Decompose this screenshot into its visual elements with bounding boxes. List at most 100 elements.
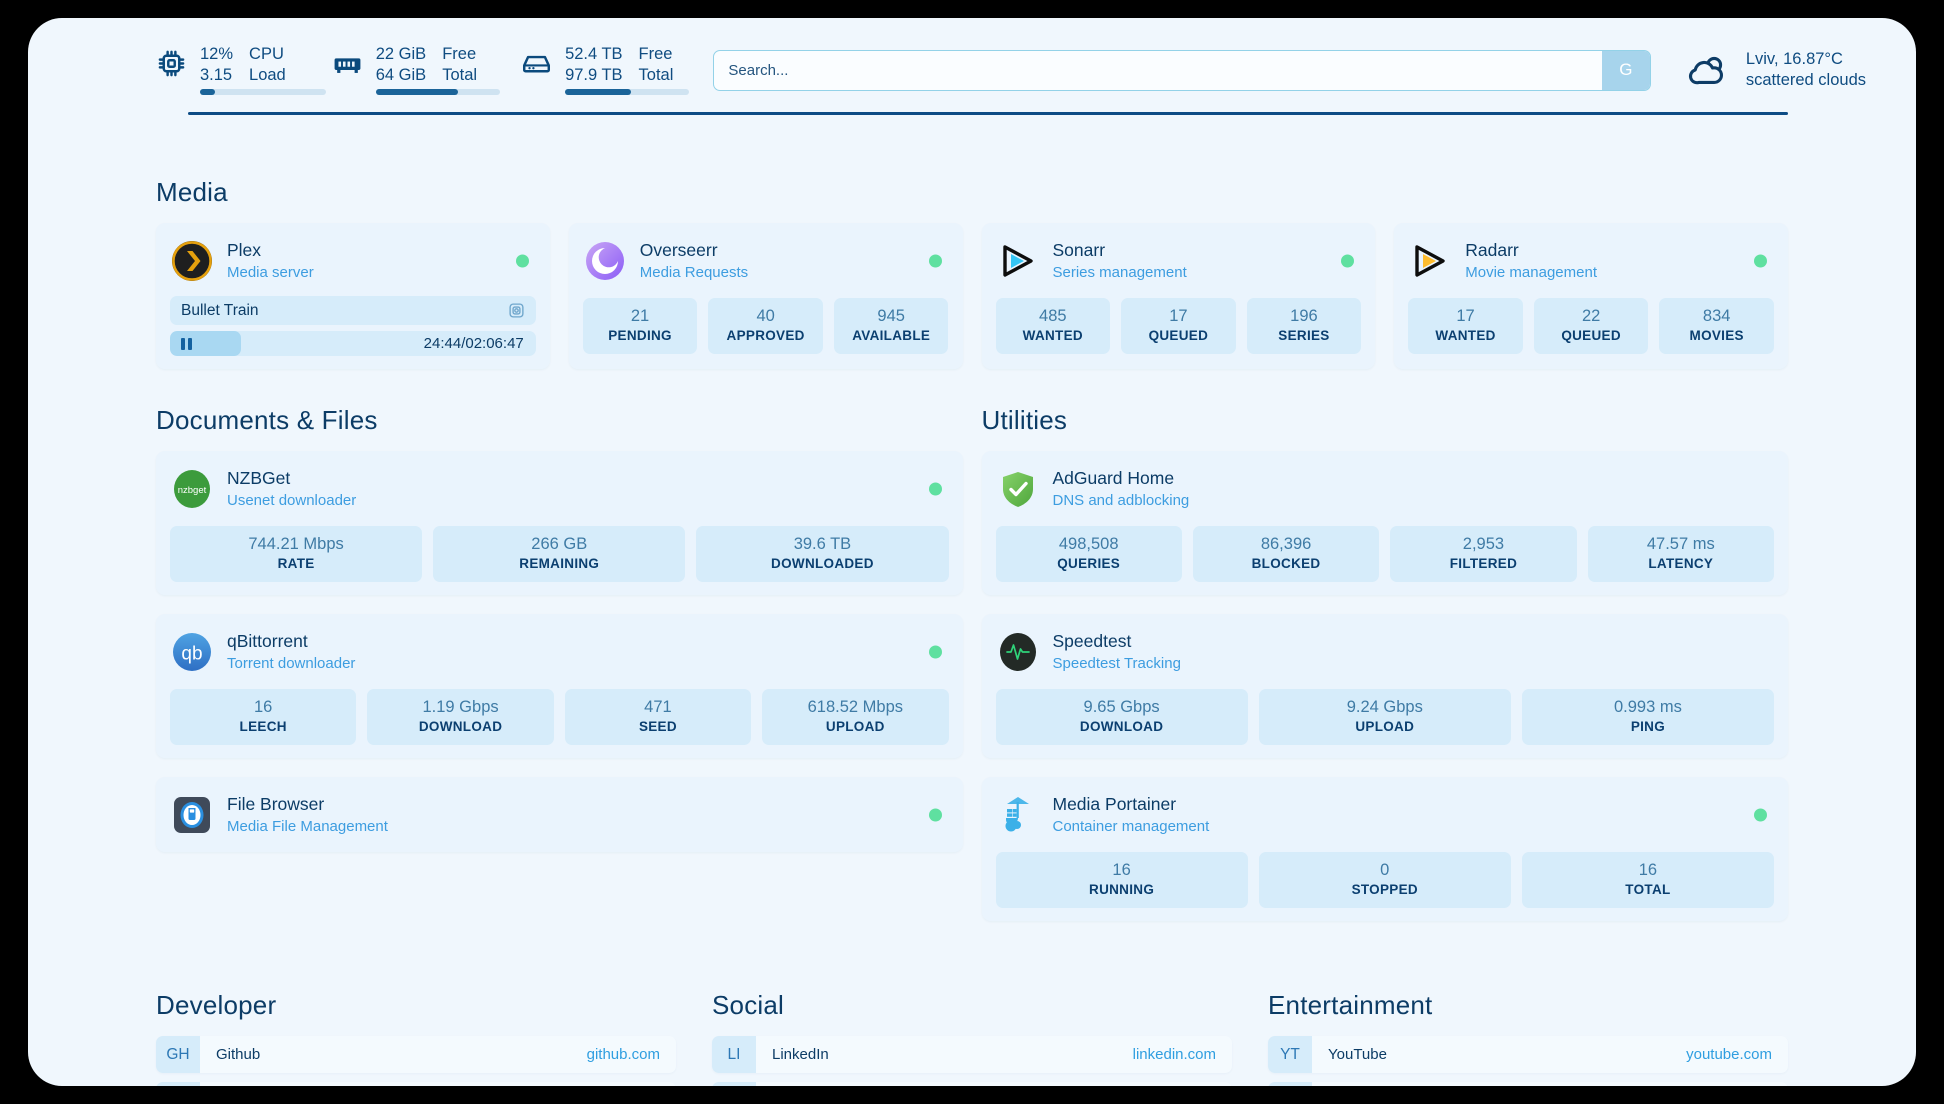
weather-widget: Lviv, 16.87°C scattered clouds xyxy=(1687,50,1876,90)
stat-box: 834 MOVIES xyxy=(1659,298,1774,354)
stat-value: 21 xyxy=(630,307,650,325)
stat-caption: STOPPED xyxy=(1351,882,1418,897)
stat-value: 9.65 Gbps xyxy=(1083,698,1160,716)
now-playing-title: Bullet Train xyxy=(181,301,259,319)
svg-text:nzbget: nzbget xyxy=(178,485,207,496)
stat-value: 2,953 xyxy=(1462,535,1505,553)
stat-box: 47.57 ms LATENCY xyxy=(1587,526,1774,582)
stat-value: 16 xyxy=(254,698,273,716)
now-playing-elapsed: 24:44 xyxy=(423,335,462,352)
service-card-speedtest[interactable]: Speedtest Speedtest Tracking 9.65 Gbps D… xyxy=(981,614,1788,758)
bookmark-abbr: SO xyxy=(156,1082,200,1086)
stat-box: 0 STOPPED xyxy=(1258,852,1511,908)
status-badge xyxy=(515,254,529,268)
service-subtitle: DNS and adblocking xyxy=(1052,492,1190,509)
status-badge xyxy=(928,482,942,496)
stat-box: 86,396 BLOCKED xyxy=(1192,526,1380,582)
media-section: Media Plex Media server xyxy=(28,177,1916,369)
bookmark-item[interactable]: SO StackOverflow stackoverflow.com xyxy=(156,1082,676,1086)
service-card-plex[interactable]: Plex Media server Bullet Train xyxy=(156,223,550,369)
bookmark-item[interactable]: GH Github github.com xyxy=(156,1036,676,1073)
bookmark-name: YouTube xyxy=(1328,1046,1387,1063)
bookmark-abbr: LI xyxy=(712,1036,756,1073)
bookmark-group-title: Developer xyxy=(156,990,277,1020)
stat-caption: LEECH xyxy=(239,719,287,734)
stat-value: 744.21 Mbps xyxy=(248,535,344,553)
service-card-radarr[interactable]: Radarr Movie management 17 WANTED 22 QUE… xyxy=(1394,223,1788,369)
stat-value: 945 xyxy=(877,307,905,325)
service-card-sonarr[interactable]: Sonarr Series management 485 WANTED 17 Q… xyxy=(981,223,1376,369)
bookmarks-section: Developer GH Github github.com SO StackO… xyxy=(28,990,1916,1086)
utilities-section-title: Utilities xyxy=(981,405,1068,435)
service-card-adguard-home[interactable]: AdGuard Home DNS and adblocking 498,508 … xyxy=(981,451,1788,595)
stat-box: 2,953 FILTERED xyxy=(1390,526,1577,582)
status-badge xyxy=(928,808,942,822)
ram-icon xyxy=(332,48,363,79)
search-submit-button[interactable]: G xyxy=(1601,50,1650,90)
service-name: NZBGet xyxy=(227,468,291,488)
sonarr-icon xyxy=(998,241,1038,281)
stat-caption: DOWNLOAD xyxy=(1079,719,1164,734)
service-name: Speedtest xyxy=(1052,631,1132,651)
stat-box: 16 LEECH xyxy=(170,689,357,745)
service-card-qbittorrent[interactable]: qb qBittorrent Torrent downloader 16 LEE… xyxy=(156,614,963,758)
radarr-icon xyxy=(1410,241,1450,281)
cpu-usage-bar xyxy=(200,88,326,95)
bookmark-name: Twitter xyxy=(756,1082,1144,1086)
service-subtitle: Media server xyxy=(227,264,314,281)
qbittorrent-icon: qb xyxy=(172,632,212,672)
cpu-usage-fill xyxy=(200,88,216,95)
bookmark-item[interactable]: LI LinkedIn linkedin.com xyxy=(712,1036,1232,1073)
bookmark-abbr: NF xyxy=(1268,1082,1312,1086)
search-input[interactable] xyxy=(714,50,1602,90)
disk-stat-group: 52.4 TB 97.9 TB Free Total xyxy=(521,44,690,97)
stat-caption: AVAILABLE xyxy=(852,328,931,343)
bookmark-url: github.com xyxy=(586,1046,660,1063)
service-subtitle: Series management xyxy=(1052,264,1187,281)
service-card-file-browser[interactable]: File Browser Media File Management xyxy=(156,777,963,852)
service-name: Radarr xyxy=(1465,240,1519,260)
weather-location-temp: Lviv, 16.87°C xyxy=(1745,50,1843,68)
now-playing-total: 02:06:47 xyxy=(465,335,524,352)
disk-label: Free xyxy=(638,44,673,63)
stat-value: 16 xyxy=(1638,861,1658,879)
now-playing-progress[interactable]: 24:44/02:06:47 xyxy=(170,331,536,356)
bookmark-name: StackOverflow xyxy=(200,1082,537,1086)
bookmark-item[interactable]: TW Twitter twitter.com xyxy=(712,1082,1232,1086)
speedtest-icon xyxy=(998,632,1038,672)
stat-value: 17 xyxy=(1169,307,1188,325)
stat-value: 196 xyxy=(1290,307,1318,325)
service-card-nzbget[interactable]: nzbget NZBGet Usenet downloader 744.21 M… xyxy=(156,451,963,595)
header-divider xyxy=(188,112,1788,115)
header-bar: 12% 3.15 CPU Load xyxy=(28,18,1916,100)
bookmark-item[interactable]: YT YouTube youtube.com xyxy=(1268,1036,1788,1073)
service-card-overseerr[interactable]: Overseerr Media Requests 21 PENDING 40 A… xyxy=(568,223,963,369)
bookmark-url: netflix.com xyxy=(1700,1082,1788,1086)
memory-stat-group: 22 GiB 64 GiB Free Total xyxy=(332,44,500,97)
service-subtitle: Media File Management xyxy=(227,818,388,835)
search-bar[interactable]: G xyxy=(713,49,1651,91)
status-badge xyxy=(928,645,942,659)
stat-value: 0 xyxy=(1380,861,1390,879)
weather-condition: scattered clouds xyxy=(1745,71,1866,89)
memory-label: Free xyxy=(442,44,477,63)
status-badge xyxy=(1341,254,1355,268)
stat-caption: REMAINING xyxy=(519,556,600,571)
stat-box: 0.993 ms PING xyxy=(1521,689,1775,745)
stat-box: 39.6 TB DOWNLOADED xyxy=(696,526,949,582)
service-subtitle: Torrent downloader xyxy=(227,655,356,672)
service-subtitle: Speedtest Tracking xyxy=(1052,655,1181,672)
bookmark-abbr: GH xyxy=(156,1036,200,1073)
bookmark-name: Github xyxy=(216,1046,261,1063)
stat-caption: UPLOAD xyxy=(1355,719,1415,734)
media-section-title: Media xyxy=(156,177,228,207)
disk-usage-bar xyxy=(565,88,690,95)
dashboard-page: 12% 3.15 CPU Load xyxy=(28,18,1916,1086)
bookmark-item[interactable]: NF Netflix netflix.com xyxy=(1268,1082,1788,1086)
pause-icon[interactable] xyxy=(181,337,192,350)
bookmark-name: LinkedIn xyxy=(772,1046,829,1063)
stat-caption: APPROVED xyxy=(726,328,805,343)
stat-box: 266 GB REMAINING xyxy=(433,526,686,582)
service-card-media-portainer[interactable]: Media Portainer Container management 16 … xyxy=(981,777,1788,921)
stat-caption: FILTERED xyxy=(1449,556,1518,571)
